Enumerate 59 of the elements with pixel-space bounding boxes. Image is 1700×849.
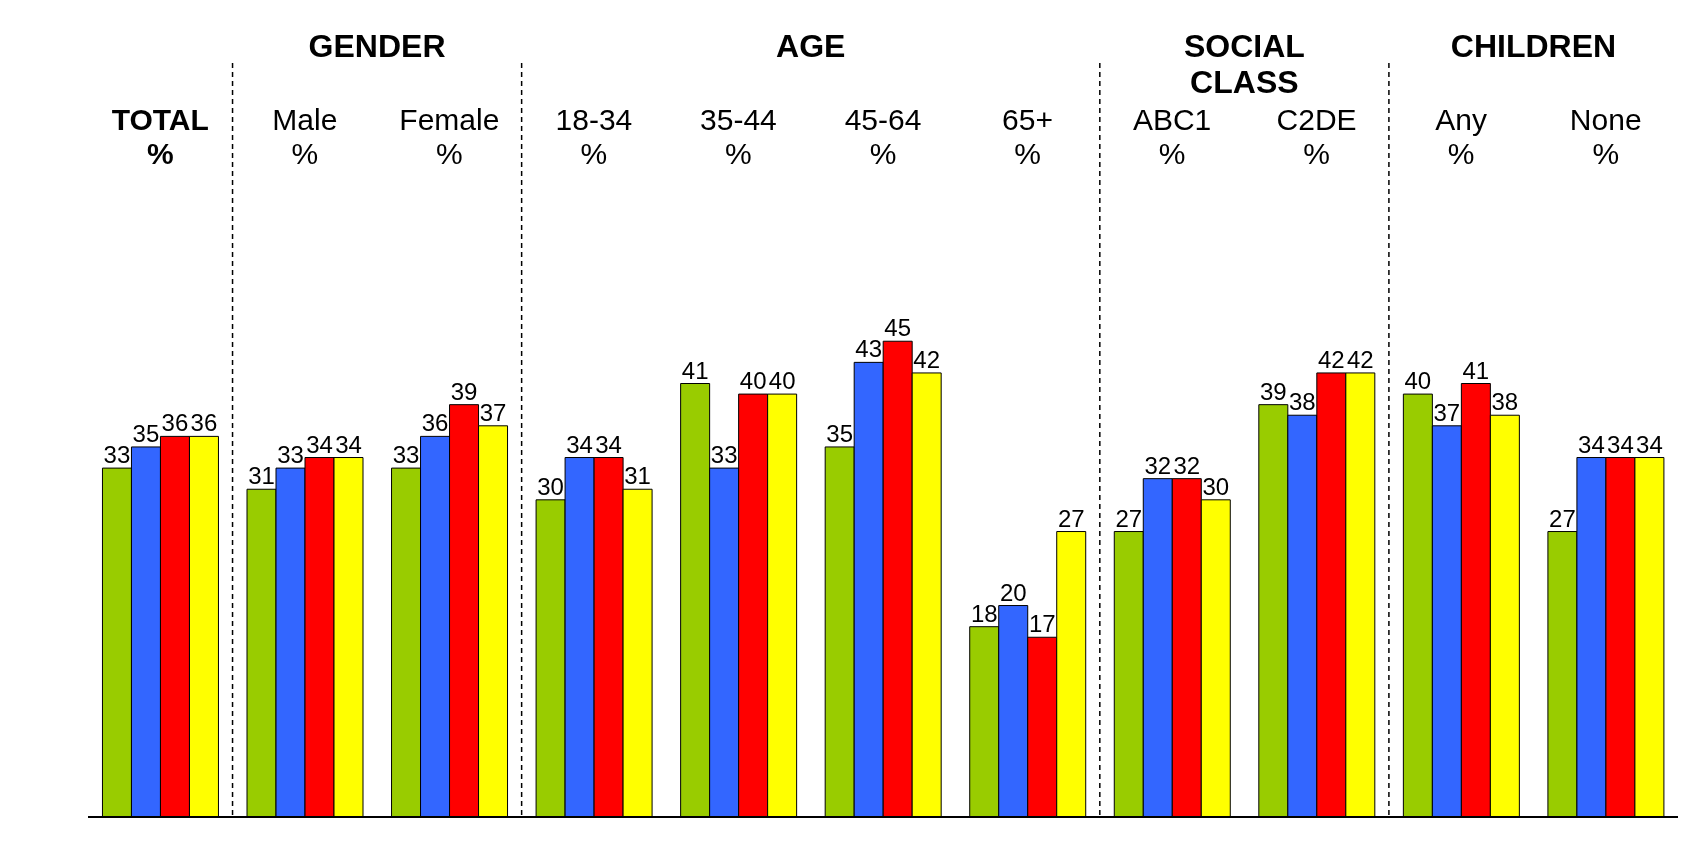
- x-tick-label: Female %: [399, 103, 500, 170]
- data-label: 42: [1317, 345, 1345, 373]
- data-label: 27: [1057, 504, 1085, 532]
- x-tick-label: 65+ %: [1002, 103, 1053, 170]
- x-tick-label: None %: [1569, 103, 1642, 170]
- data-label: 36: [161, 409, 189, 437]
- x-tick-label: 35-44 %: [700, 103, 777, 170]
- data-label: 34: [306, 430, 333, 458]
- data-label: 17: [1028, 610, 1056, 638]
- x-tick-label: 45-64 %: [844, 103, 922, 170]
- data-label: 33: [103, 441, 131, 469]
- data-label: 34: [335, 430, 362, 458]
- x-tick-label: 18-34 %: [555, 103, 633, 170]
- data-label: 34: [1636, 430, 1663, 458]
- data-label: 40: [739, 367, 767, 395]
- text: GENDER: [308, 28, 446, 64]
- data-label: 33: [392, 441, 420, 469]
- data-label: 31: [624, 462, 651, 490]
- data-label: 41: [1462, 356, 1490, 384]
- data-label: 34: [595, 430, 622, 458]
- data-label: 34: [566, 430, 593, 458]
- data-label: 38: [1491, 388, 1519, 416]
- data-label: 39: [1259, 377, 1287, 405]
- data-label: 27: [1549, 504, 1576, 532]
- data-label: 20: [999, 578, 1027, 606]
- data-label: 41: [681, 356, 709, 384]
- data-label: 36: [421, 409, 449, 437]
- text: AGE: [776, 28, 846, 64]
- data-label: 33: [277, 441, 304, 469]
- data-label: 31: [248, 462, 275, 490]
- data-label: 38: [1288, 388, 1316, 416]
- data-label: 42: [913, 345, 941, 373]
- data-label: 37: [1433, 398, 1461, 426]
- data-label: 32: [1144, 451, 1172, 479]
- data-label: 36: [190, 409, 218, 437]
- data-label: 39: [450, 377, 478, 405]
- x-tick-label: C2DE %: [1276, 103, 1357, 170]
- data-label: 32: [1173, 451, 1201, 479]
- data-label: 43: [855, 335, 883, 363]
- data-label: 34: [1607, 430, 1634, 458]
- x-tick-label: Male %: [272, 103, 338, 170]
- data-label: 33: [710, 441, 738, 469]
- data-label: 42: [1346, 345, 1374, 373]
- data-label: 35: [826, 419, 854, 447]
- x-tick-label: TOTAL %: [111, 103, 209, 170]
- data-label: 27: [1115, 504, 1143, 532]
- text: CHILDREN: [1450, 28, 1617, 64]
- data-label: 37: [479, 398, 507, 426]
- data-label: 40: [768, 367, 796, 395]
- data-label: 40: [1404, 367, 1432, 395]
- text: SOCIAL CLASS: [1182, 28, 1306, 100]
- data-label: 45: [884, 314, 912, 342]
- data-label: 35: [132, 419, 160, 447]
- data-label: 18: [970, 599, 998, 627]
- data-label: 30: [1202, 472, 1230, 500]
- x-tick-label: Any %: [1435, 103, 1488, 170]
- x-tick-label: ABC1 %: [1132, 103, 1212, 170]
- data-label: 30: [537, 472, 564, 500]
- data-label: 34: [1578, 430, 1605, 458]
